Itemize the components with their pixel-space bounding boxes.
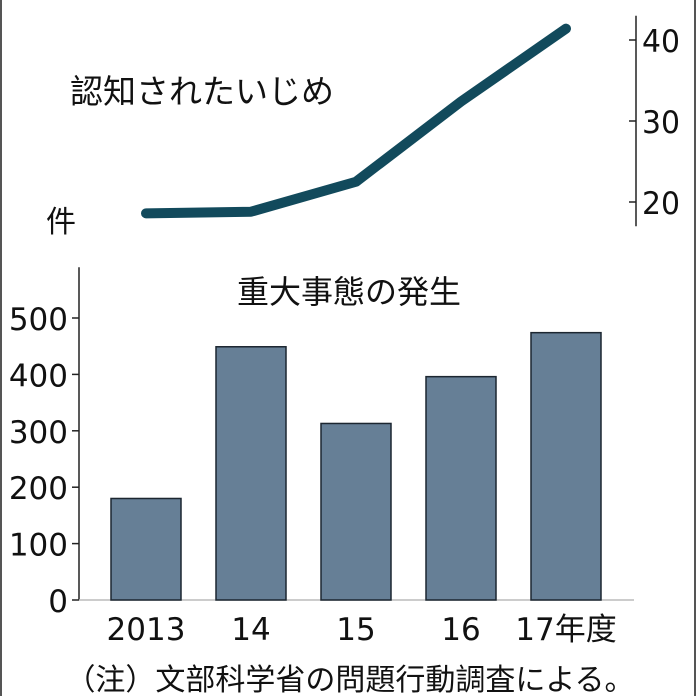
line-chart-title: 認知されたいじめ [70, 72, 334, 111]
x-tick-label: 2013 [107, 612, 186, 648]
bar [215, 346, 287, 601]
bar [530, 331, 602, 601]
x-tick-label: 14 [231, 612, 270, 648]
x-tick-label: 17年度 [515, 612, 616, 648]
x-tick-label: 16 [441, 612, 480, 648]
bar-y-unit-label: 件 [46, 205, 76, 240]
bar-y-tick-label: 300 [9, 415, 68, 451]
line-y-tick-label: 30 [642, 105, 680, 141]
bar [425, 375, 497, 601]
bar-y-tick-label: 500 [9, 302, 68, 338]
bar-chart-title: 重大事態の発生 [237, 273, 461, 311]
bar-y-tick-label: 400 [9, 358, 68, 394]
line-y-tick-label: 40 [642, 24, 680, 60]
bar [110, 497, 182, 601]
line-series [141, 23, 571, 219]
source-note: （注）文部科学省の問題行動調査による。 [65, 663, 634, 696]
bar-y-tick-label: 100 [9, 528, 68, 564]
line-y-tick-label: 20 [642, 186, 680, 222]
bar-y-tick-label: 0 [48, 584, 68, 620]
bar [320, 422, 392, 601]
bar-y-tick-label: 200 [9, 471, 68, 507]
x-tick-label: 15 [336, 612, 375, 648]
